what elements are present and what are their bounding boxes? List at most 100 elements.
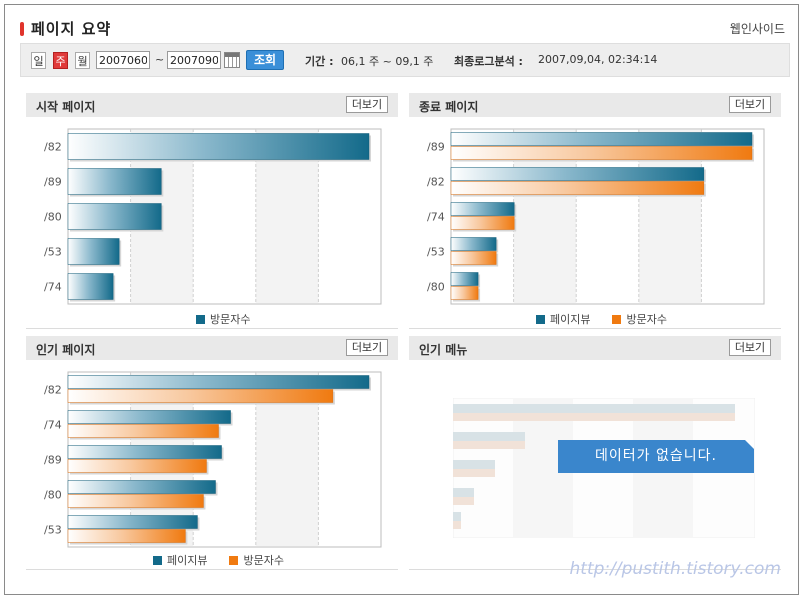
category-label: /53 — [44, 246, 62, 259]
bar-series-1 — [67, 273, 114, 300]
category-label: /74 — [44, 419, 62, 432]
report-frame — [4, 4, 799, 595]
legend-label: 방문자수 — [243, 554, 284, 567]
bar-series-1 — [67, 203, 162, 230]
site-link[interactable]: 웹인사이드 — [729, 22, 785, 36]
calendar-icon[interactable] — [224, 52, 240, 68]
legend-label: 방문자수 — [210, 313, 251, 326]
period-day-button[interactable]: 일 — [31, 52, 46, 69]
bar-series-2 — [67, 424, 219, 438]
exit-page-panel: 종료 페이지 더보기 /89/82/74/53/80 페이지뷰 방문자수 — [409, 93, 781, 329]
legend-label: 방문자수 — [626, 313, 667, 326]
bar-series-1 — [67, 375, 370, 389]
exit-page-chart: /89/82/74/53/80 — [427, 128, 765, 305]
start-date-input[interactable] — [96, 51, 150, 69]
bar-series-1 — [450, 237, 497, 251]
last-log-label: 최종로그분석 : — [454, 55, 523, 68]
legend-swatch — [536, 314, 545, 324]
bar-series-1 — [67, 168, 162, 195]
category-label: /53 — [427, 246, 445, 259]
start-page-chart: /82/89/80/53/74 — [44, 128, 382, 305]
legend-item-visitors: 방문자수 — [612, 311, 667, 327]
more-button[interactable]: 더보기 — [729, 96, 771, 113]
legend-item-visitors: 방문자수 — [196, 311, 250, 327]
filter-bar: 일 주 월 ~ 조회 기간 : 06,1 주 ~ 09,1 주 최종로그분석 :… — [20, 43, 790, 77]
date-separator: ~ — [155, 53, 165, 66]
category-label: /53 — [44, 524, 62, 537]
period-week-button[interactable]: 주 — [53, 52, 68, 69]
page-title: 페이지 요약 — [31, 20, 112, 38]
bar-series-1 — [450, 132, 753, 146]
category-label: /89 — [44, 176, 62, 189]
panel-header: 시작 페이지 더보기 — [26, 93, 398, 117]
page-header: 페이지 요약 — [20, 18, 111, 39]
panel-title: 시작 페이지 — [36, 100, 96, 114]
search-button[interactable]: 조회 — [246, 50, 284, 70]
bar-series-1 — [67, 238, 120, 265]
legend-swatch — [229, 555, 239, 565]
category-label: /80 — [427, 281, 445, 294]
chart-legend: 페이지뷰 방문자수 — [536, 311, 667, 327]
category-label: /89 — [427, 141, 445, 154]
panel-divider — [409, 569, 781, 570]
bar-series-1 — [450, 167, 705, 181]
bar-series-2 — [450, 146, 753, 160]
category-label: /82 — [427, 176, 445, 189]
bar-series-1 — [450, 272, 479, 286]
end-date-input[interactable] — [167, 51, 221, 69]
category-label: /82 — [44, 384, 62, 397]
bar-series-1 — [67, 445, 222, 459]
popular-page-chart: /82/74/89/80/53 — [44, 371, 382, 548]
legend-label: 페이지뷰 — [550, 313, 591, 326]
legend-swatch — [153, 555, 162, 565]
more-button[interactable]: 더보기 — [346, 96, 388, 113]
bar-series-1 — [67, 133, 370, 160]
period-value: 06,1 주 ~ 09,1 주 — [341, 55, 434, 68]
bar-series-2 — [450, 251, 497, 265]
period-label: 기간 : — [305, 55, 334, 68]
title-marker — [20, 21, 24, 36]
bar-series-2 — [67, 494, 204, 508]
more-button[interactable]: 더보기 — [729, 339, 771, 356]
category-label: /80 — [44, 211, 62, 224]
panel-divider — [409, 328, 781, 329]
panel-title: 인기 메뉴 — [419, 343, 468, 357]
bar-series-1 — [67, 480, 216, 494]
no-data-message: 데이터가 없습니다. — [558, 440, 754, 473]
category-label: /74 — [44, 281, 62, 294]
last-log-value: 2007,09,04, 02:34:14 — [538, 53, 658, 66]
category-label: /82 — [44, 141, 62, 154]
legend-swatch — [196, 314, 205, 324]
panel-header: 인기 메뉴 더보기 — [409, 336, 781, 360]
period-month-button[interactable]: 월 — [75, 52, 90, 69]
panel-title: 종료 페이지 — [419, 100, 479, 114]
legend-item-visitors: 방문자수 — [229, 552, 284, 568]
bar-series-2 — [450, 181, 705, 195]
bar-series-2 — [450, 216, 515, 230]
panel-header: 종료 페이지 더보기 — [409, 93, 781, 117]
panel-title: 인기 페이지 — [36, 343, 96, 357]
bar-series-2 — [67, 389, 334, 403]
legend-swatch — [612, 314, 622, 324]
panel-divider — [26, 328, 398, 329]
panel-header: 인기 페이지 더보기 — [26, 336, 398, 360]
bar-series-2 — [67, 529, 186, 543]
legend-label: 페이지뷰 — [167, 554, 208, 567]
bar-series-2 — [450, 286, 479, 300]
legend-item-pageview: 페이지뷰 — [153, 552, 207, 568]
bar-series-2 — [67, 459, 207, 473]
more-button[interactable]: 더보기 — [346, 339, 388, 356]
bar-series-1 — [67, 410, 231, 424]
popular-page-panel: 인기 페이지 더보기 /82/74/89/80/53 페이지뷰 방문자수 — [26, 336, 398, 572]
chart-legend: 페이지뷰 방문자수 — [153, 552, 284, 568]
watermark: http://pustith.tistory.com — [569, 559, 782, 579]
category-label: /80 — [44, 489, 62, 502]
panel-divider — [26, 569, 398, 570]
category-label: /89 — [44, 454, 62, 467]
legend-item-pageview: 페이지뷰 — [536, 311, 590, 327]
start-page-panel: 시작 페이지 더보기 /82/89/80/53/74 방문자수 — [26, 93, 398, 329]
chart-legend: 방문자수 — [196, 311, 250, 327]
category-label: /74 — [427, 211, 445, 224]
bar-series-1 — [67, 515, 198, 529]
bar-series-1 — [450, 202, 515, 216]
